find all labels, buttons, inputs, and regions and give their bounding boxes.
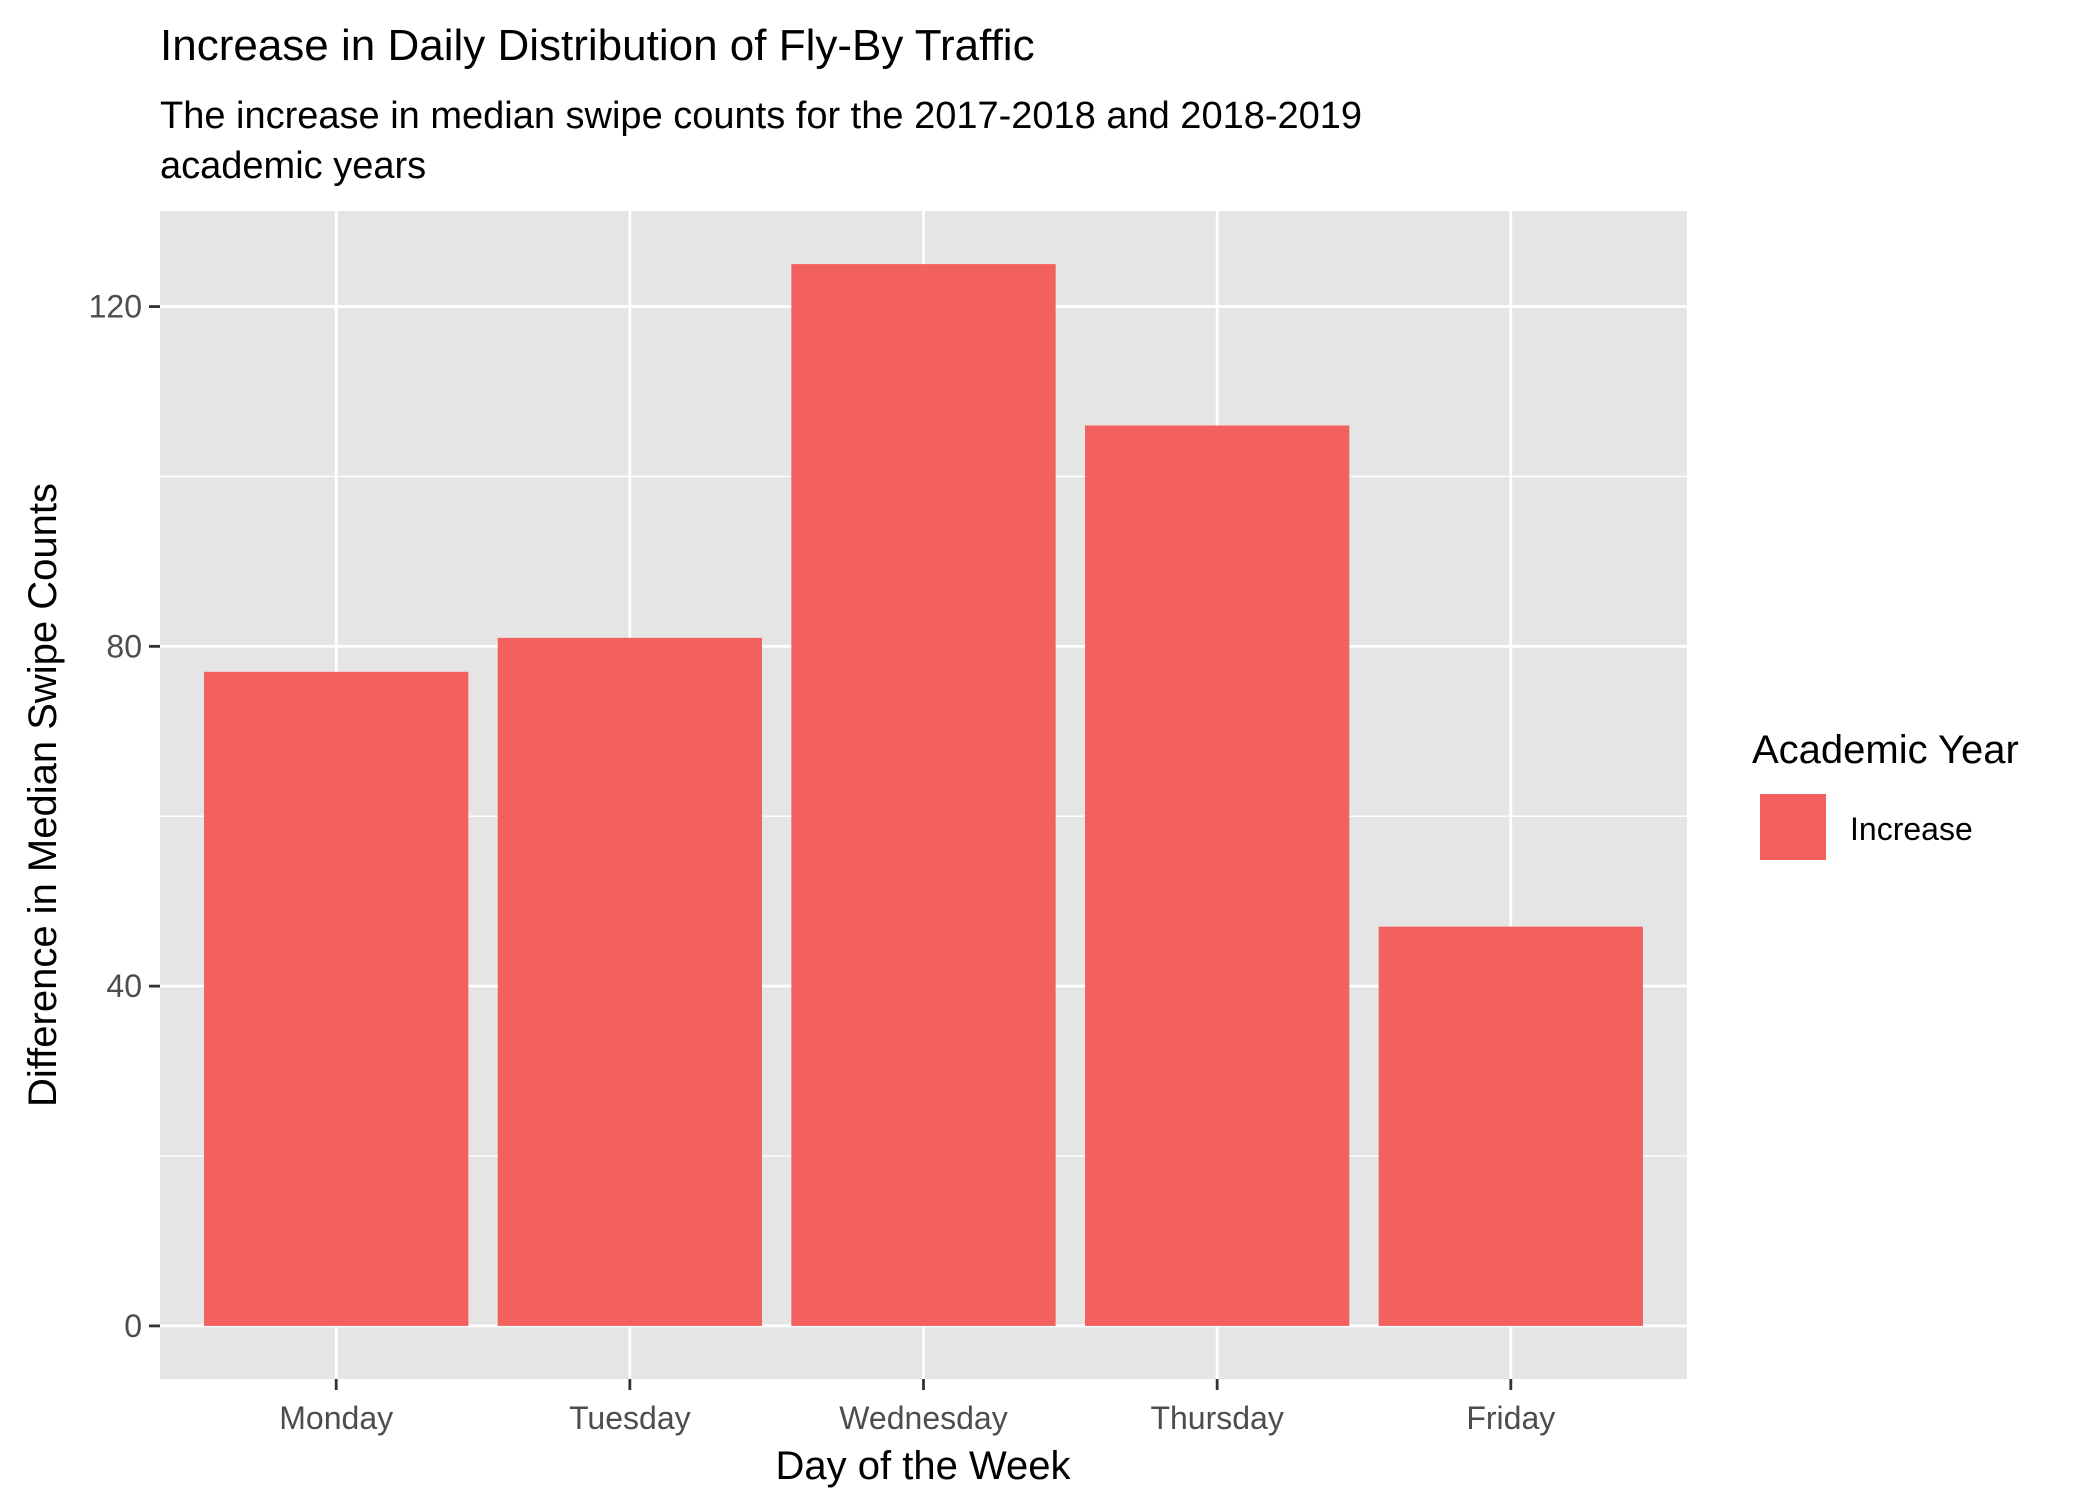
chart-title: Increase in Daily Distribution of Fly-By…	[160, 21, 1035, 70]
x-tick-label: Wednesday	[839, 1400, 1007, 1436]
chart-subtitle-line-2: academic years	[160, 145, 426, 187]
bar-thursday	[1085, 425, 1349, 1325]
y-axis: 0 40 80 120	[89, 289, 160, 1344]
y-tick-label: 0	[124, 1308, 142, 1344]
y-tick-label: 40	[106, 968, 142, 1004]
chart-subtitle-line-1: The increase in median swipe counts for …	[160, 95, 1362, 137]
legend-key-increase	[1760, 794, 1826, 860]
bar-friday	[1379, 927, 1643, 1326]
x-tick-label: Monday	[279, 1400, 393, 1436]
x-axis: Monday Tuesday Wednesday Thursday Friday	[279, 1379, 1555, 1436]
y-axis-label: Difference in Median Swipe Counts	[21, 483, 65, 1107]
bar-monday	[204, 672, 468, 1326]
x-tick-label: Tuesday	[569, 1400, 691, 1436]
legend-label-increase: Increase	[1850, 811, 1973, 847]
legend: Academic Year Increase	[1752, 728, 2019, 860]
y-tick-label: 80	[106, 628, 142, 664]
x-tick-label: Thursday	[1150, 1400, 1283, 1436]
bar-wednesday	[791, 264, 1055, 1326]
bar-tuesday	[498, 638, 762, 1326]
y-tick-label: 120	[89, 289, 142, 325]
x-tick-label: Friday	[1466, 1400, 1555, 1436]
legend-title: Academic Year	[1752, 728, 2019, 772]
x-axis-label: Day of the Week	[776, 1444, 1072, 1488]
